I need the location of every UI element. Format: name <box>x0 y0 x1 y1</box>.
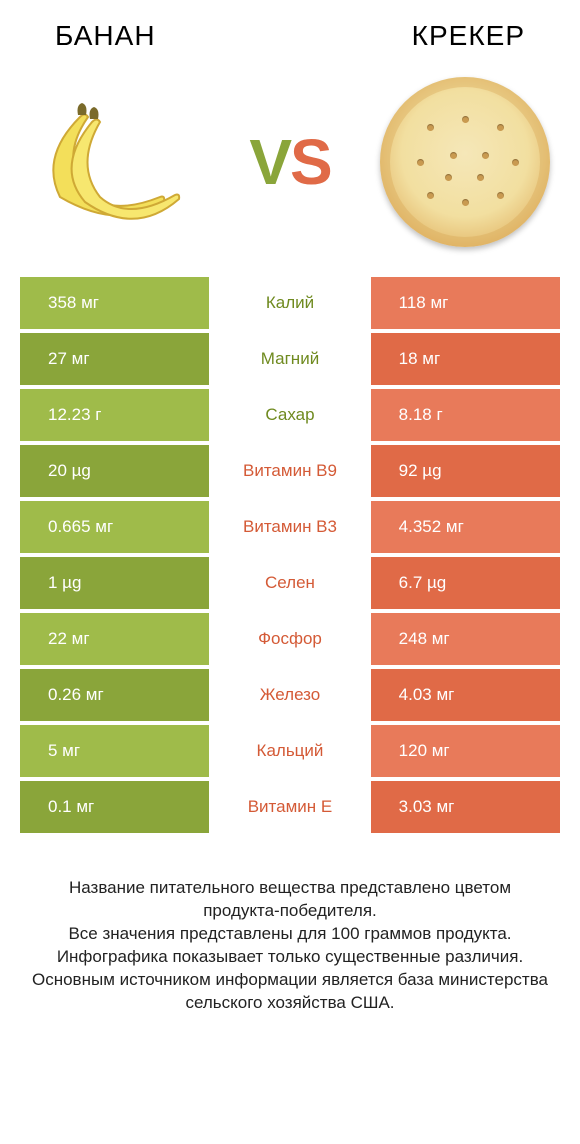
table-row: 0.26 мгЖелезо4.03 мг <box>20 669 560 721</box>
value-left: 27 мг <box>20 333 209 385</box>
cracker-hole <box>450 152 457 159</box>
value-right: 4.352 мг <box>371 501 560 553</box>
nutrient-label: Фосфор <box>209 613 370 665</box>
table-row: 5 мгКальций120 мг <box>20 725 560 777</box>
nutrient-label: Витамин E <box>209 781 370 833</box>
value-left: 0.1 мг <box>20 781 209 833</box>
comparison-table: 358 мгКалий118 мг27 мгМагний18 мг12.23 г… <box>0 277 580 833</box>
value-right: 3.03 мг <box>371 781 560 833</box>
nutrient-label: Кальций <box>209 725 370 777</box>
value-right: 118 мг <box>371 277 560 329</box>
cracker-hole <box>427 124 434 131</box>
title-left: БАНАН <box>55 20 156 52</box>
value-left: 12.23 г <box>20 389 209 441</box>
footer-line-2: Все значения представлены для 100 граммо… <box>30 923 550 946</box>
value-left: 20 µg <box>20 445 209 497</box>
value-left: 5 мг <box>20 725 209 777</box>
cracker-hole <box>477 174 484 181</box>
banana-icon <box>30 87 200 237</box>
footer-line-3: Инфографика показывает только существенн… <box>30 946 550 969</box>
cracker-hole <box>497 124 504 131</box>
cracker-hole <box>417 159 424 166</box>
table-row: 0.665 мгВитамин B34.352 мг <box>20 501 560 553</box>
cracker-hole <box>462 199 469 206</box>
banana-image <box>25 72 205 252</box>
nutrient-label: Витамин B3 <box>209 501 370 553</box>
cracker-hole <box>445 174 452 181</box>
nutrient-label: Магний <box>209 333 370 385</box>
value-left: 0.665 мг <box>20 501 209 553</box>
footer-note: Название питательного вещества представл… <box>0 837 580 1015</box>
table-row: 27 мгМагний18 мг <box>20 333 560 385</box>
images-row: VS <box>0 62 580 277</box>
cracker-hole <box>427 192 434 199</box>
value-right: 6.7 µg <box>371 557 560 609</box>
table-row: 20 µgВитамин B992 µg <box>20 445 560 497</box>
nutrient-label: Калий <box>209 277 370 329</box>
table-row: 0.1 мгВитамин E3.03 мг <box>20 781 560 833</box>
value-left: 0.26 мг <box>20 669 209 721</box>
value-right: 120 мг <box>371 725 560 777</box>
value-left: 22 мг <box>20 613 209 665</box>
value-left: 358 мг <box>20 277 209 329</box>
vs-v: V <box>249 126 290 198</box>
value-left: 1 µg <box>20 557 209 609</box>
nutrient-label: Селен <box>209 557 370 609</box>
value-right: 18 мг <box>371 333 560 385</box>
cracker-image <box>375 72 555 252</box>
cracker-icon <box>380 77 550 247</box>
value-right: 92 µg <box>371 445 560 497</box>
cracker-hole <box>512 159 519 166</box>
cracker-hole <box>462 116 469 123</box>
vs-label: VS <box>249 125 330 199</box>
table-row: 12.23 гСахар8.18 г <box>20 389 560 441</box>
value-right: 4.03 мг <box>371 669 560 721</box>
title-right: КРЕКЕР <box>412 20 525 52</box>
value-right: 248 мг <box>371 613 560 665</box>
value-right: 8.18 г <box>371 389 560 441</box>
table-row: 358 мгКалий118 мг <box>20 277 560 329</box>
table-row: 1 µgСелен6.7 µg <box>20 557 560 609</box>
footer-line-1: Название питательного вещества представл… <box>30 877 550 923</box>
cracker-hole <box>497 192 504 199</box>
header: БАНАН КРЕКЕР <box>0 0 580 62</box>
cracker-hole <box>482 152 489 159</box>
nutrient-label: Витамин B9 <box>209 445 370 497</box>
vs-s: S <box>290 126 331 198</box>
table-row: 22 мгФосфор248 мг <box>20 613 560 665</box>
nutrient-label: Сахар <box>209 389 370 441</box>
footer-line-4: Основным источником информации является … <box>30 969 550 1015</box>
nutrient-label: Железо <box>209 669 370 721</box>
